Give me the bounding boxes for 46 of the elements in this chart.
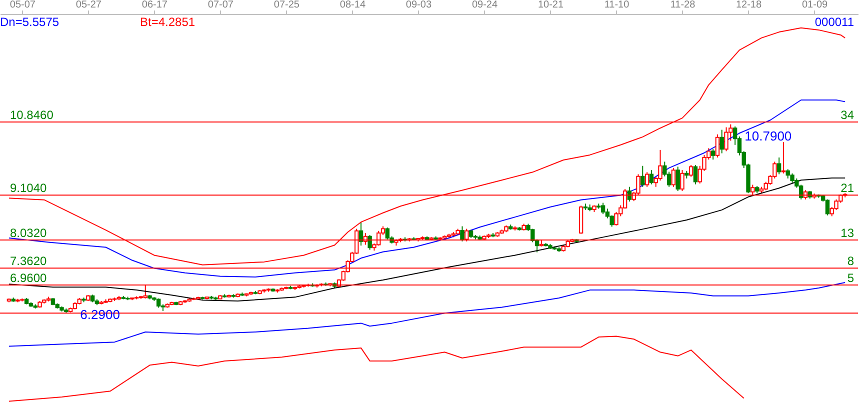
- candlestick: [720, 129, 724, 154]
- x-tick-label: 11-10: [604, 0, 630, 10]
- candlestick: [644, 172, 650, 188]
- x-tick-label: 10-21: [538, 0, 564, 10]
- candlestick: [671, 167, 676, 188]
- x-tick-label: 08-14: [340, 0, 366, 10]
- candlestick: [385, 227, 390, 240]
- x-tick-label: 09-24: [472, 0, 498, 10]
- annotation: 34: [840, 108, 854, 122]
- annotation: Bt=4.2851: [140, 15, 196, 29]
- candlestick: [680, 170, 684, 192]
- candlestick: [600, 202, 606, 215]
- x-tick-label: 11-28: [670, 0, 696, 10]
- candlestick: [676, 166, 680, 192]
- ref-line-label: 8.0320: [10, 226, 48, 240]
- annotation: 8: [847, 254, 854, 268]
- candlestick: [368, 234, 372, 250]
- candlestick: [825, 198, 830, 216]
- ref-line-label: 10.8460: [10, 108, 54, 122]
- candlestick: [688, 164, 694, 178]
- x-tick-label: 01-09: [802, 0, 828, 10]
- candlestick: [640, 165, 645, 188]
- x-tick-label: 06-17: [142, 0, 168, 10]
- ref-line-label: 7.3620: [10, 254, 48, 268]
- candlestick: [156, 298, 161, 308]
- x-tick-label: 09-03: [406, 0, 432, 10]
- candlestick: [715, 134, 720, 158]
- annotation: 21: [840, 181, 854, 196]
- candlestick: [710, 148, 716, 160]
- x-tick-label: 05-27: [76, 0, 102, 10]
- x-tick-label: 07-07: [208, 0, 234, 10]
- x-tick-label: 05-07: [10, 0, 36, 10]
- annotation: 5: [847, 271, 854, 286]
- candlestick: [460, 226, 464, 242]
- candlestick: [776, 156, 782, 175]
- candlestick: [693, 164, 698, 185]
- annotation: 000011: [814, 15, 854, 29]
- x-tick-label: 12-18: [736, 0, 762, 10]
- candlestick: [798, 184, 804, 200]
- ref-line-label: 9.1040: [10, 181, 48, 196]
- annotation: Dn=5.5575: [0, 15, 60, 29]
- candlestick: [649, 170, 654, 185]
- annotation: 10.7900: [744, 128, 792, 144]
- x-tick-label: 07-25: [274, 0, 300, 10]
- ref-line-label: 6.9600: [10, 271, 48, 286]
- annotation: 13: [840, 226, 854, 240]
